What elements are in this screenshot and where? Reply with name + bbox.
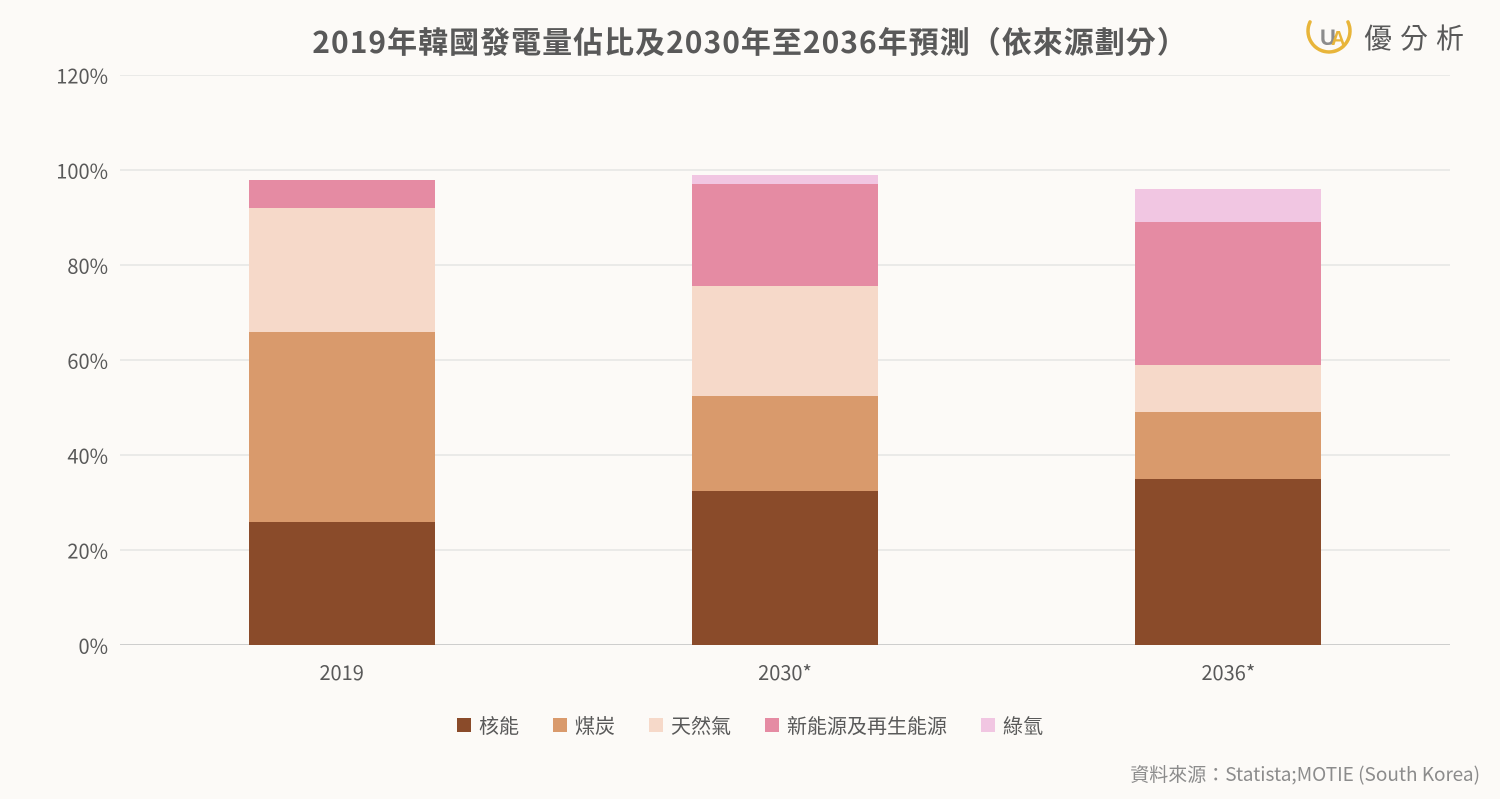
y-tick-label: 20% [67,536,120,565]
brand-text: 優分析 [1364,17,1472,57]
bar [249,180,435,646]
legend-item-gas: 天然氣 [649,710,731,739]
bar-segment-nuclear [249,522,435,646]
bar-segment-renewable [692,184,878,286]
svg-text:A: A [1331,28,1345,50]
legend-item-hydrogen: 綠氫 [981,710,1043,739]
brand: U A 優分析 [1304,12,1472,62]
bar [1135,189,1321,645]
x-tick-label: 2036* [1201,645,1255,686]
y-tick-label: 120% [56,61,120,90]
legend-label: 綠氫 [1003,710,1043,739]
legend-label: 煤炭 [575,710,615,739]
bar-segment-gas [1135,365,1321,413]
chart-source: 資料來源：Statista;MOTIE (South Korea) [1130,760,1480,787]
bar-segment-renewable [249,180,435,209]
chart-plot-area: 0%20%40%60%80%100%120%20192030*2036* [120,75,1450,645]
legend-item-coal: 煤炭 [553,710,615,739]
legend-label: 新能源及再生能源 [787,710,947,739]
legend-label: 天然氣 [671,710,731,739]
bar [692,175,878,645]
legend-label: 核能 [479,710,519,739]
legend-item-nuclear: 核能 [457,710,519,739]
bar-segment-renewable [1135,222,1321,365]
bar-segment-gas [249,208,435,332]
bar-segment-hydrogen [1135,189,1321,222]
bar-segment-coal [692,396,878,491]
x-tick-label: 2019 [319,645,363,686]
chart-title: 2019年韓國發電量佔比及2030年至2036年預測（依來源劃分） [0,18,1500,62]
legend-swatch [553,718,567,732]
y-tick-label: 60% [67,346,120,375]
bar-segment-nuclear [1135,479,1321,645]
legend-item-renewable: 新能源及再生能源 [765,710,947,739]
brand-logo: U A [1304,12,1354,62]
bar-segment-gas [692,286,878,395]
y-tick-label: 40% [67,441,120,470]
legend-swatch [765,718,779,732]
bar-segment-hydrogen [692,175,878,185]
bar-segment-coal [1135,412,1321,479]
legend-swatch [457,718,471,732]
y-tick-label: 100% [56,156,120,185]
x-tick-label: 2030* [758,645,812,686]
legend-swatch [981,718,995,732]
y-tick-label: 80% [67,251,120,280]
y-tick-label: 0% [78,631,120,660]
bar-segment-nuclear [692,491,878,645]
chart-legend: 核能 煤炭 天然氣 新能源及再生能源 綠氫 [0,710,1500,739]
bar-segment-coal [249,332,435,522]
legend-swatch [649,718,663,732]
